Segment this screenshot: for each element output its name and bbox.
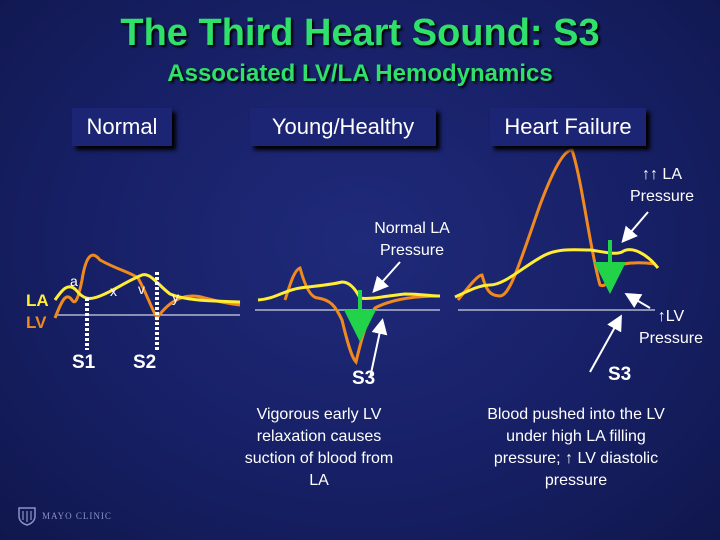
lv-label: LV — [26, 313, 47, 332]
young-s3-pointer — [369, 318, 388, 379]
header-normal: Normal — [72, 108, 172, 146]
logo-text: MAYO CLINIC — [42, 511, 112, 521]
header-heart-failure: Heart Failure — [490, 108, 646, 146]
la-pressure-note: ↑↑ LA Pressure — [629, 166, 695, 205]
failure-s3-label: S3 — [608, 364, 632, 385]
shield-icon — [18, 507, 36, 526]
la-label: LA — [26, 291, 49, 310]
young-lv-curve — [283, 266, 441, 365]
slide-title: The Third Heart Sound: S3 — [120, 12, 600, 54]
failure-la-curve — [454, 248, 660, 299]
young-caption: Vigorous early LV relaxation causes suct… — [244, 406, 394, 489]
normal-la-pressure-note: Normal LA Pressure — [374, 220, 450, 259]
s2-label: S2 — [133, 352, 157, 373]
wave-x-label: x — [110, 283, 117, 299]
s1-label: S1 — [72, 352, 96, 373]
young-la-curve — [257, 280, 441, 302]
normal-lv-curve — [53, 253, 241, 321]
wave-a-label: a — [70, 273, 78, 289]
normal-la-curve — [53, 273, 241, 304]
header-young-healthy: Young/Healthy — [250, 108, 436, 146]
lv-pressure-note: ↑LV Pressure — [638, 308, 704, 347]
young-s3-label: S3 — [352, 368, 376, 389]
wave-y-label: y — [172, 289, 179, 305]
young-pressure-pointer — [372, 261, 401, 293]
wave-v-label: v — [138, 281, 145, 297]
la-pressure-pointer — [621, 211, 649, 244]
slide-subtitle: Associated LV/LA Hemodynamics — [167, 60, 553, 87]
mayo-clinic-logo: MAYO CLINIC — [18, 506, 112, 526]
failure-caption: Blood pushed into the LV under high LA f… — [487, 406, 665, 489]
lv-pressure-pointer — [624, 292, 651, 309]
failure-s3-pointer — [589, 314, 622, 373]
